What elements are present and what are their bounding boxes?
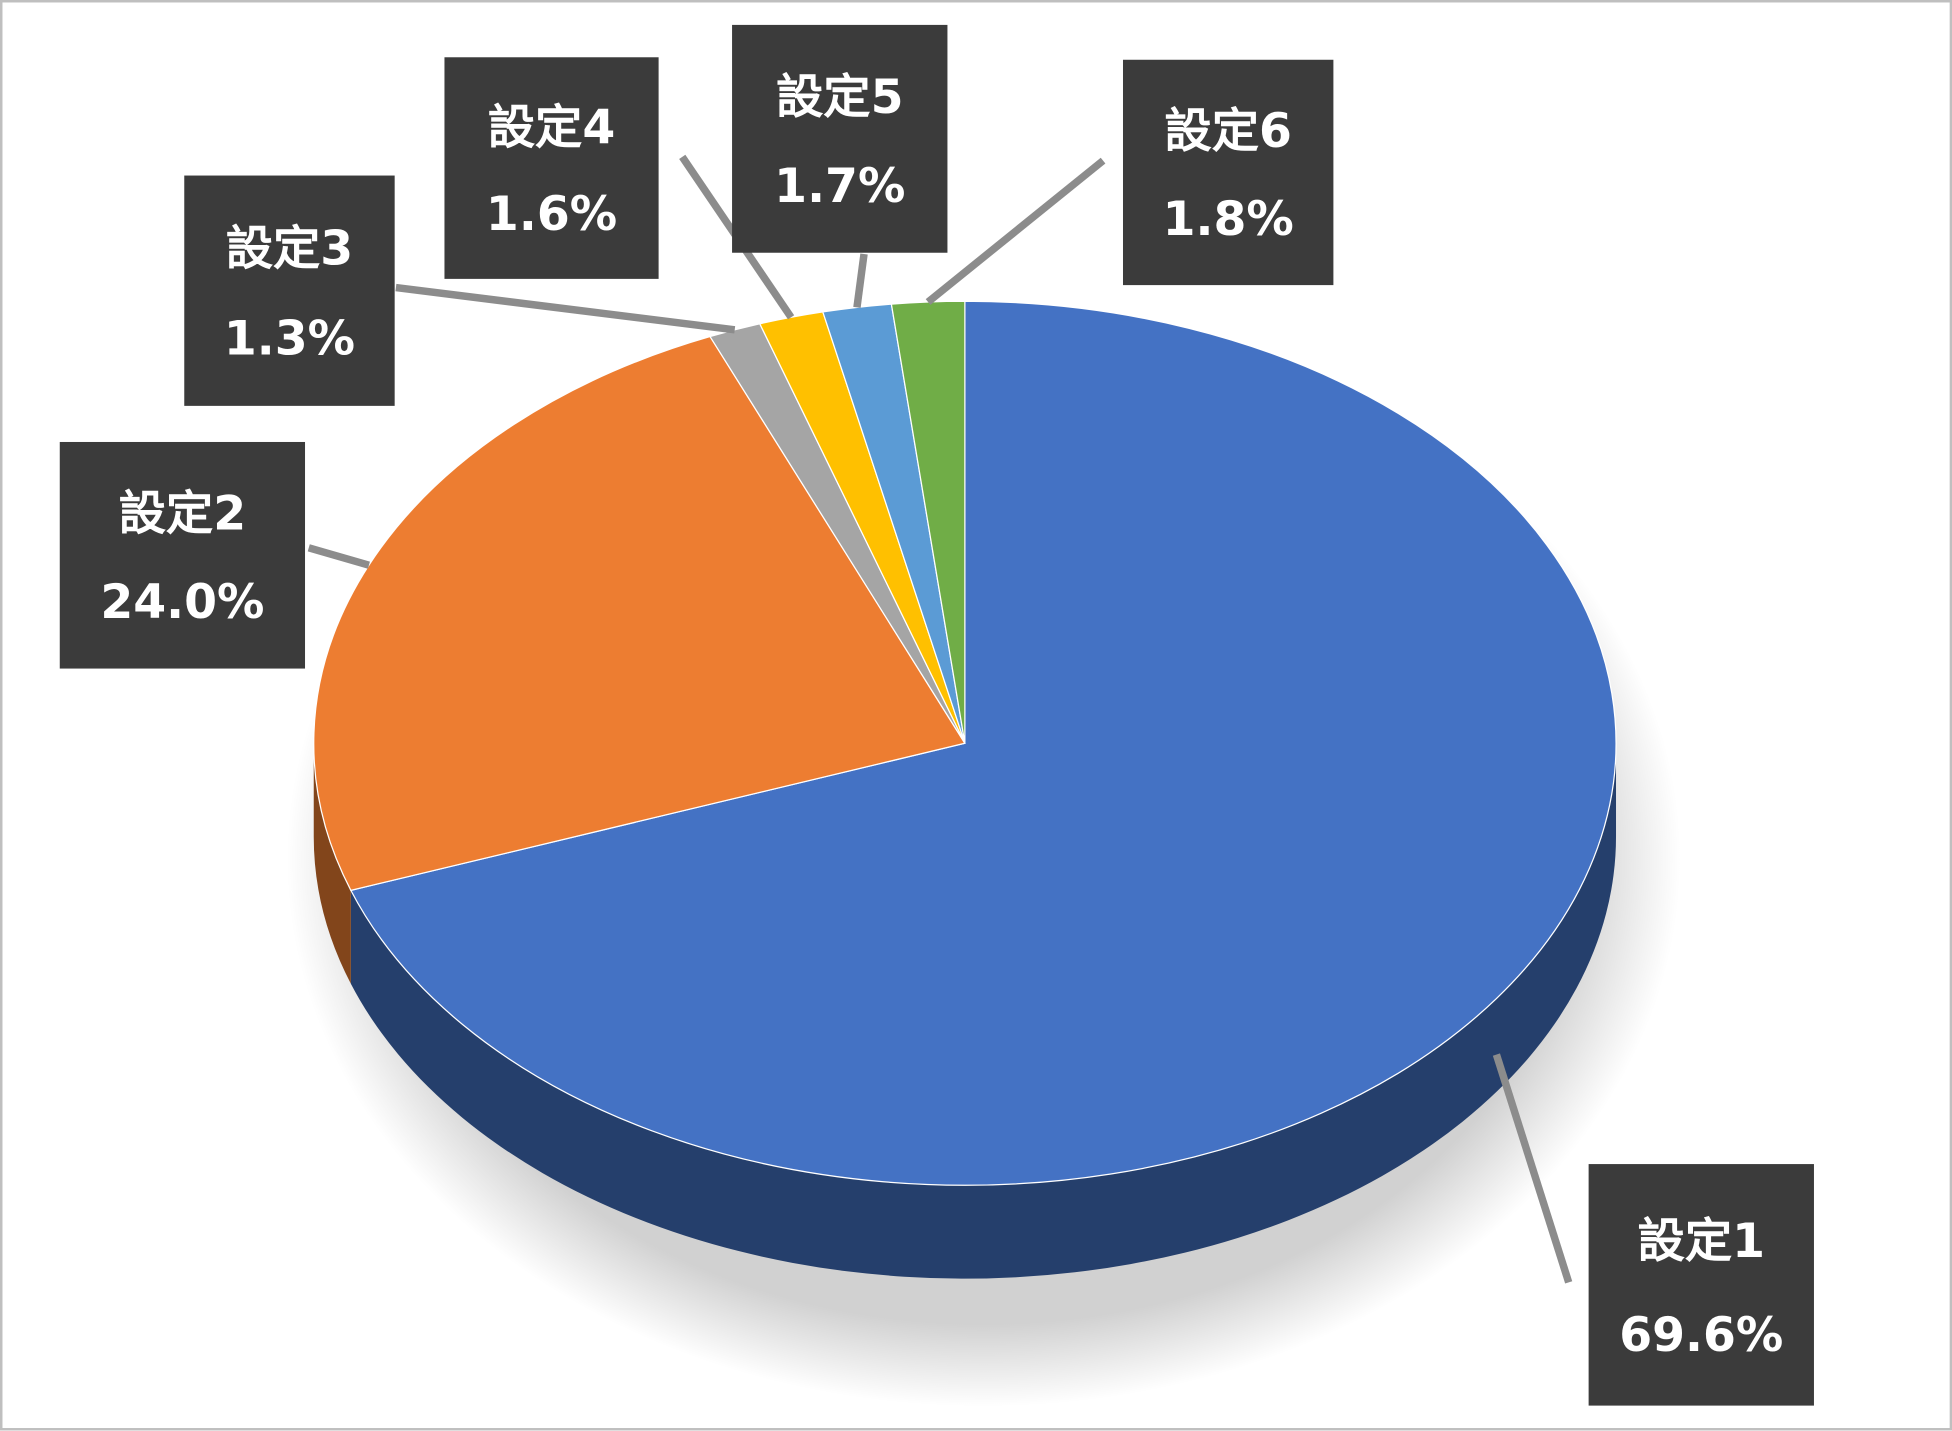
slice-side xyxy=(350,743,1617,1279)
label-box xyxy=(184,175,395,406)
category-label: 設定3 xyxy=(226,222,354,277)
value-label: 1.6% xyxy=(486,187,617,242)
leader-line xyxy=(925,157,1106,305)
category-label: 設定4 xyxy=(488,100,616,155)
label-box xyxy=(732,24,948,253)
slice-side xyxy=(313,743,351,984)
value-label: 1.3% xyxy=(224,311,355,366)
slice xyxy=(890,300,966,744)
label-box xyxy=(1122,59,1334,286)
category-label: 設定6 xyxy=(1164,104,1292,159)
leader-line xyxy=(307,544,370,569)
category-label: 設定5 xyxy=(776,70,904,125)
category-label: 設定2 xyxy=(119,487,247,542)
category-label: 設定1 xyxy=(1638,1214,1766,1269)
slice xyxy=(349,300,1617,1186)
slice xyxy=(313,335,966,892)
value-label: 69.6% xyxy=(1619,1308,1783,1363)
leader-line xyxy=(1492,1053,1573,1284)
label-box xyxy=(444,57,659,279)
value-label: 1.7% xyxy=(774,159,905,214)
label-box xyxy=(1588,1164,1814,1406)
value-label: 24.0% xyxy=(100,575,264,630)
label-box xyxy=(59,441,306,669)
leader-line xyxy=(395,283,736,334)
value-label: 1.8% xyxy=(1163,192,1294,247)
leader-line xyxy=(853,253,868,308)
